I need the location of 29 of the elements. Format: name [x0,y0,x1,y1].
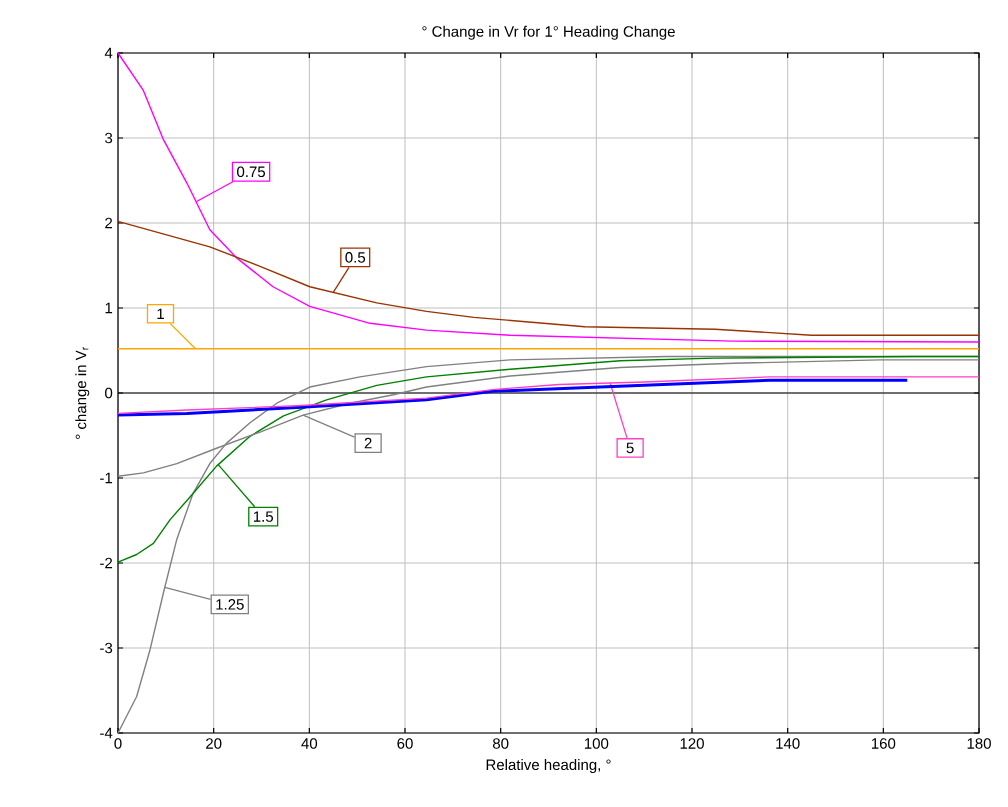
x-axis-title: Relative heading, ° [486,759,611,773]
text: 0.75 [237,166,266,178]
text: 0.5 [345,252,366,263]
series-label: 1 [157,308,164,319]
y-tick-label: 4 [104,47,113,59]
x-tick-label: 0 [114,738,122,749]
y-tick-label: -2 [100,557,113,569]
text: 5 [626,442,634,454]
chart-title: ° Change in Vr for 1° Heading Change [422,25,675,40]
text: 2 [364,437,372,449]
y-tick-label: -3 [100,642,113,654]
text: 1.5 [253,511,274,522]
x-tick-label: 180 [967,738,991,749]
y-tick-label: -4 [100,727,113,739]
x-tick-label: 120 [680,738,704,749]
y-tick-label: 0 [105,387,113,399]
x-tick-label: 140 [776,738,800,749]
x-tick-label: 60 [397,738,413,749]
x-tick-label: 100 [584,738,609,749]
y-tick-label: 3 [105,132,113,144]
y-tick-label: 1 [105,302,113,314]
y-tick-label: 2 [105,217,113,229]
y-axis-title: ° change in V$_{r}$ [75,346,90,439]
x-tick-label: 40 [301,738,318,749]
x-tick-label: 160 [871,738,896,749]
x-tick-label: 80 [492,738,509,749]
x-tick-label: 20 [206,738,222,749]
y-tick-label: -1 [100,472,113,484]
text: 1.25 [216,599,244,610]
